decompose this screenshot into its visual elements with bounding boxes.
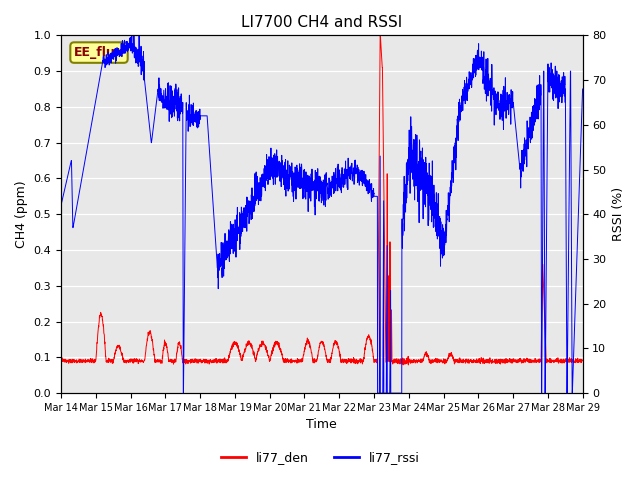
Title: LI7700 CH4 and RSSI: LI7700 CH4 and RSSI	[241, 15, 403, 30]
Text: EE_flux: EE_flux	[74, 46, 124, 59]
Y-axis label: CH4 (ppm): CH4 (ppm)	[15, 180, 28, 248]
Y-axis label: RSSI (%): RSSI (%)	[612, 187, 625, 241]
X-axis label: Time: Time	[307, 419, 337, 432]
Legend: li77_den, li77_rssi: li77_den, li77_rssi	[216, 446, 424, 469]
